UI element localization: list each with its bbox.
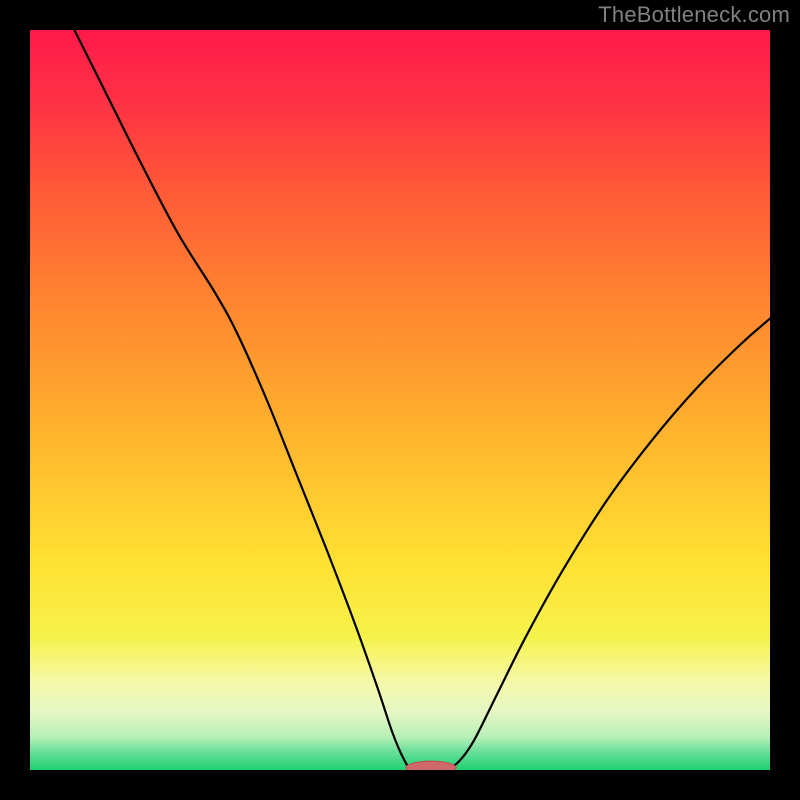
optimal-marker <box>406 761 456 774</box>
watermark-text: TheBottleneck.com <box>598 2 790 28</box>
bottleneck-chart <box>0 0 800 800</box>
chart-container: TheBottleneck.com <box>0 0 800 800</box>
plot-background <box>30 30 770 770</box>
